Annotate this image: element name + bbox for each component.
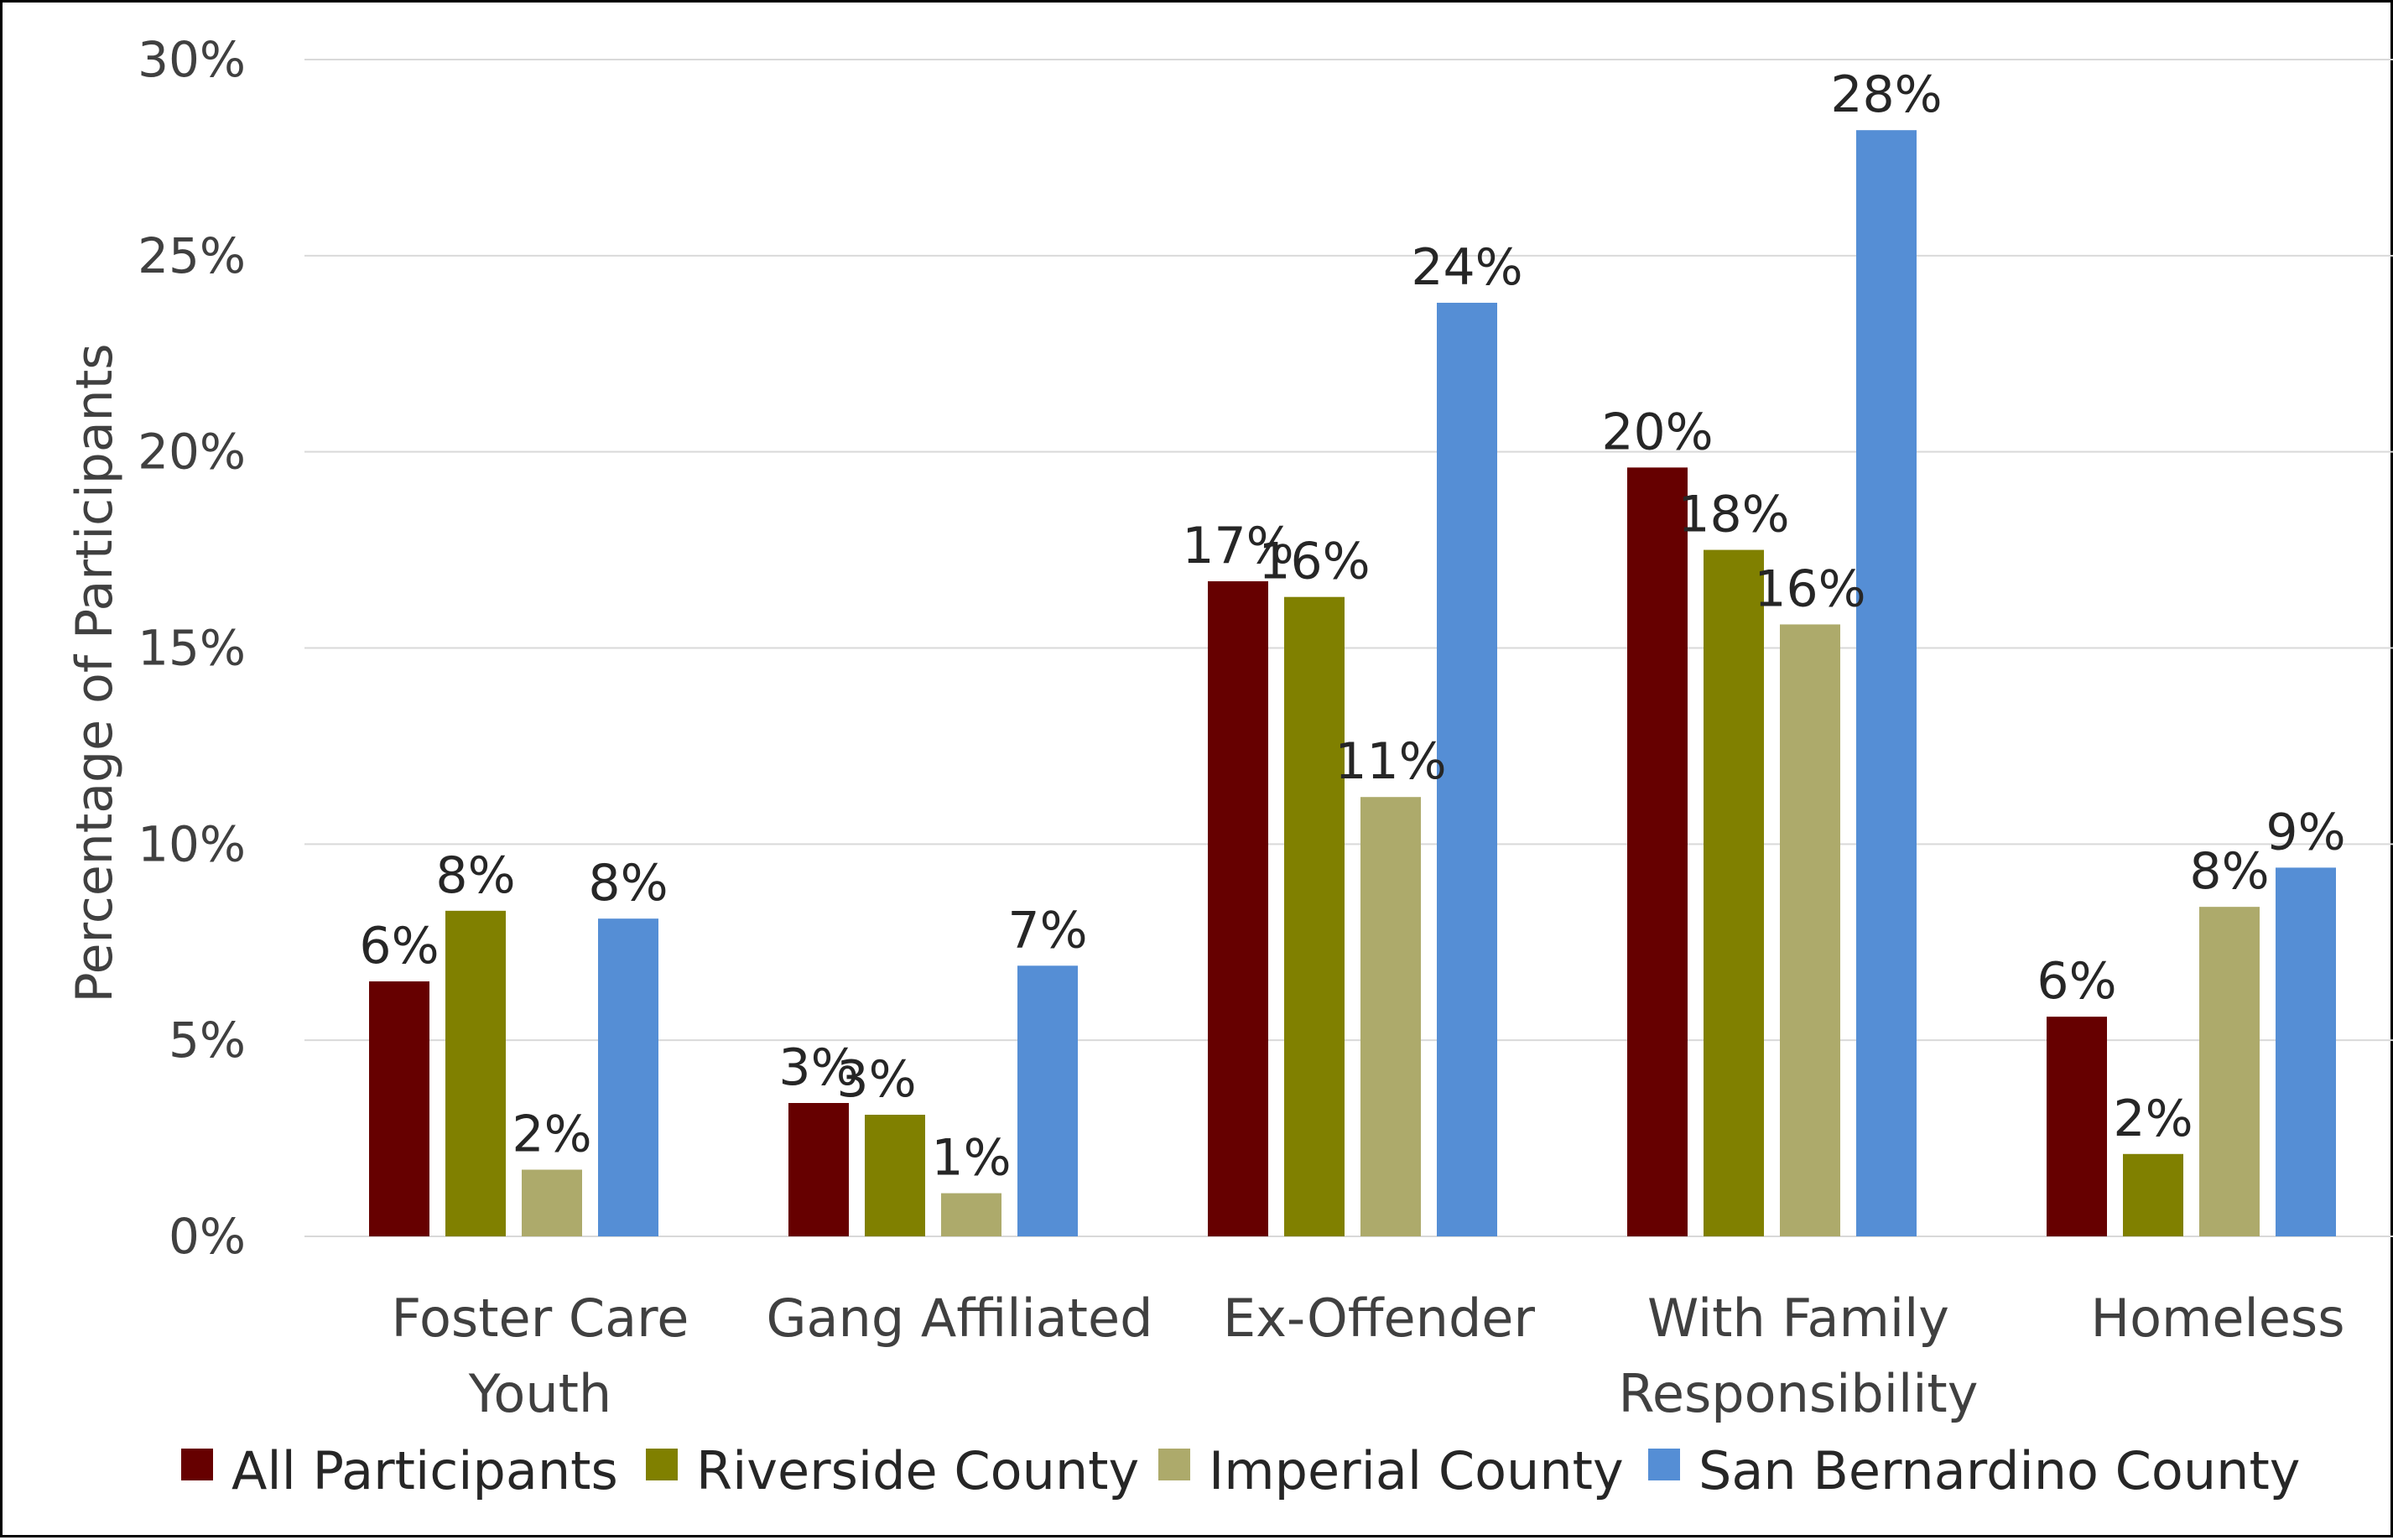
x-category-label: Foster Care [392, 1288, 689, 1349]
legend-swatch [1158, 1449, 1190, 1480]
legend-label: All Participants [231, 1440, 618, 1501]
bar [2047, 1017, 2107, 1236]
bar [1780, 624, 1840, 1236]
legend-swatch [1648, 1449, 1680, 1480]
bar [522, 1169, 582, 1236]
x-category-label: Homeless [2090, 1288, 2344, 1349]
x-category-label: Youth [468, 1363, 611, 1424]
data-label: 3% [778, 1038, 858, 1097]
legend-label: Riverside County [696, 1440, 1139, 1501]
bar [2199, 907, 2260, 1236]
data-label: 8% [2189, 842, 2269, 901]
y-tick-label: 25% [138, 227, 246, 284]
x-category-label: With Family [1647, 1288, 1949, 1349]
data-label: 16% [1258, 533, 1370, 591]
legend-label: San Bernardino County [1699, 1440, 2300, 1501]
data-label: 2% [2113, 1090, 2193, 1148]
data-label: 18% [1678, 486, 1789, 544]
bar [1017, 965, 1078, 1236]
data-label: 7% [1007, 901, 1087, 960]
legend-swatch [181, 1449, 213, 1480]
bar [2123, 1153, 2183, 1236]
y-tick-label: 30% [138, 31, 246, 88]
data-label: 6% [2037, 952, 2116, 1011]
bar [369, 981, 429, 1236]
y-tick-label: 5% [169, 1012, 246, 1069]
data-label: 2% [512, 1105, 591, 1163]
data-label: 6% [359, 917, 439, 976]
bar [1704, 549, 1764, 1236]
y-tick-label: 20% [138, 424, 246, 481]
x-axis-categories: Foster Care Youth Gang Affiliated Ex-Offend… [392, 1288, 2345, 1424]
bars [369, 130, 2336, 1237]
bar [1627, 467, 1688, 1236]
data-label: 11% [1334, 732, 1446, 791]
y-tick-label: 15% [138, 620, 246, 677]
bar [598, 918, 658, 1236]
data-label: 1% [931, 1129, 1011, 1188]
data-label: 28% [1830, 65, 1942, 124]
x-category-label: Gang Affiliated [766, 1288, 1152, 1349]
legend: All Participants Riverside County Imperial… [181, 1440, 2300, 1501]
bar [445, 910, 506, 1236]
bar [788, 1102, 849, 1236]
y-axis-title: Percentage of Participants [65, 344, 124, 1003]
bar [2276, 867, 2336, 1236]
bar [1360, 797, 1421, 1236]
data-label: 20% [1601, 403, 1713, 461]
x-category-label: Ex-Offender [1223, 1288, 1535, 1349]
bar [1856, 130, 1917, 1237]
bar [1437, 302, 1497, 1236]
data-label: 16% [1754, 559, 1865, 618]
data-label: 9% [2266, 803, 2345, 861]
y-axis-ticks: 0% 5% 10% 15% 20% 25% 30% [138, 31, 246, 1265]
bar [865, 1115, 925, 1236]
bar-chart: 0% 5% 10% 15% 20% 25% 30% Percentage of Partic… [65, 31, 2393, 1501]
data-label: 17% [1182, 517, 1293, 575]
bar [1284, 596, 1345, 1236]
legend-label: Imperial County [1209, 1440, 1624, 1501]
data-label: 8% [435, 846, 515, 905]
data-labels: 6%8%2%8%3%3%1%7%17%16%11%24%20%18%16%28%… [359, 65, 2345, 1187]
bar [941, 1193, 1001, 1236]
legend-swatch [646, 1449, 678, 1480]
bar [1208, 580, 1268, 1236]
data-label: 24% [1411, 238, 1522, 297]
data-label: 3% [836, 1050, 916, 1109]
x-category-label: Responsibility [1619, 1363, 1979, 1424]
y-axis-label: Percentage of Participants [65, 344, 124, 1003]
data-label: 8% [588, 854, 668, 913]
y-tick-label: 10% [138, 815, 246, 872]
y-tick-label: 0% [169, 1208, 246, 1265]
